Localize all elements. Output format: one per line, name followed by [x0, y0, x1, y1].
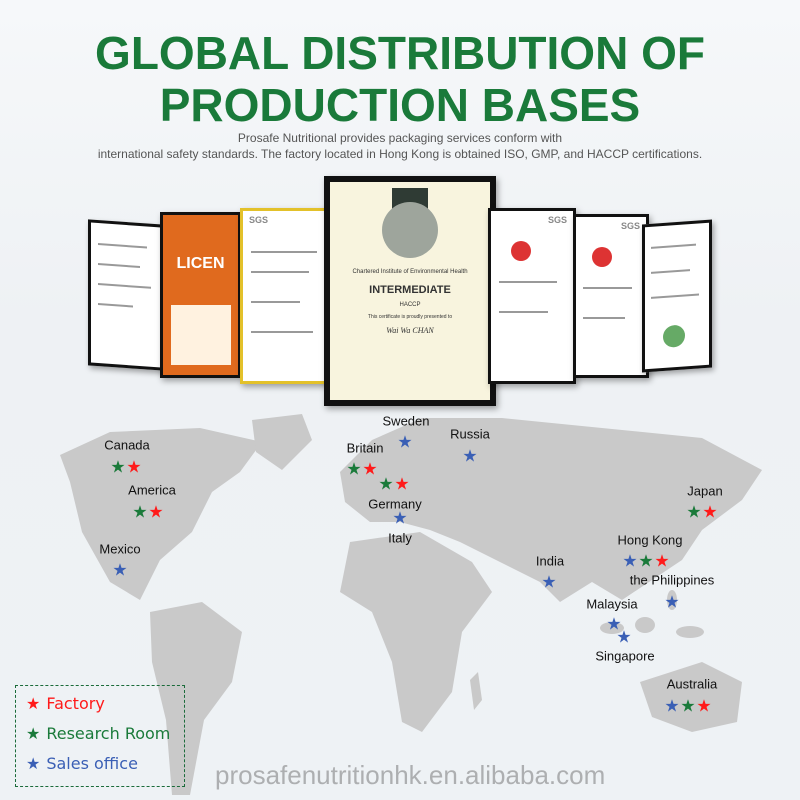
factory-star-icon: ★: [702, 502, 718, 522]
location-label-russia: Russia: [450, 426, 490, 442]
research-star-icon: ★: [110, 457, 126, 477]
sales-star-icon: ★: [616, 627, 632, 647]
certificate-recipient: Wai Wa CHAN: [386, 326, 434, 335]
north-america: [60, 428, 262, 600]
certificate-frame-sgs-1: SGS: [240, 208, 328, 384]
legend-factory: ★ Factory: [26, 694, 105, 714]
madagascar: [470, 672, 482, 710]
certificate-presented: This certificate is proudly presented to: [367, 314, 453, 320]
sgs-logo-3: SGS: [620, 221, 640, 231]
location-label-america: America: [128, 482, 176, 498]
green-star-icon: ★: [26, 724, 41, 743]
location-label-singapore: Singapore: [595, 648, 655, 664]
greenland: [252, 414, 312, 470]
watermark: prosafenutritionhk.en.alibaba.com: [215, 760, 606, 790]
sales-star-icon: ★: [392, 508, 408, 528]
legend: ★ Factory ★ Research Room ★ Sales office: [15, 685, 185, 787]
sales-star-icon: ★: [112, 560, 128, 580]
certificate-frame-sgs-2: SGS: [488, 208, 576, 384]
certificate-level: INTERMEDIATE: [369, 284, 451, 296]
eurasia: [340, 418, 762, 602]
location-label-the-philippines: the Philippines: [629, 572, 715, 588]
location-label-italy: Italy: [388, 530, 412, 546]
page-title-line2: PRODUCTION BASES: [159, 79, 641, 131]
sales-star-icon: ★: [664, 592, 680, 612]
location-label-australia: Australia: [666, 676, 718, 692]
factory-star-icon: ★: [148, 502, 164, 522]
legend-research-label: Research Room: [46, 724, 171, 743]
subtitle-line2: international safety standards. The fact…: [97, 147, 703, 161]
sales-star-icon: ★: [622, 551, 638, 571]
factory-star-icon: ★: [696, 696, 712, 716]
subtitle-line1: Prosafe Nutritional provides packaging s…: [237, 131, 563, 145]
location-label-hong-kong: Hong Kong: [617, 532, 683, 548]
australia: [640, 662, 742, 732]
sales-star-icon: ★: [462, 446, 478, 466]
location-label-britain: Britain: [346, 440, 384, 456]
location-label-canada: Canada: [104, 437, 150, 453]
legend-factory-label: Factory: [46, 694, 105, 713]
factory-star-icon: ★: [362, 459, 378, 479]
certificate-frame-licence: LICEN: [160, 212, 241, 378]
location-label-germany: Germany: [368, 496, 422, 512]
africa: [340, 532, 492, 732]
research-star-icon: ★: [680, 696, 696, 716]
location-label-sweden: Sweden: [382, 413, 430, 429]
location-label-malaysia: Malaysia: [586, 596, 638, 612]
page-title-line1: GLOBAL DISTRIBUTION OF: [95, 27, 705, 79]
sales-star-icon: ★: [606, 614, 622, 634]
sgs-logo: SGS: [249, 215, 269, 225]
certificate-frame-sgs-3: SGS: [573, 214, 649, 378]
research-star-icon: ★: [638, 551, 654, 571]
research-star-icon: ★: [346, 459, 362, 479]
certificate-haccp: Chartered Institute of Environmental Hea…: [324, 176, 496, 406]
research-star-icon: ★: [686, 502, 702, 522]
sales-star-icon: ★: [397, 432, 413, 452]
location-label-japan: Japan: [687, 483, 723, 499]
licence-text: LICEN: [176, 255, 225, 272]
factory-star-icon: ★: [126, 457, 142, 477]
south-america: [150, 602, 242, 795]
sales-star-icon: ★: [541, 572, 557, 592]
research-star-icon: ★: [378, 474, 394, 494]
sgs-logo-2: SGS: [547, 215, 567, 225]
sales-star-icon: ★: [664, 696, 680, 716]
world-map: [60, 414, 762, 795]
legend-research: ★ Research Room: [26, 724, 170, 744]
location-label-mexico: Mexico: [99, 541, 141, 557]
location-label-india: India: [535, 553, 565, 569]
legend-sales-label: Sales office: [46, 754, 138, 773]
certificate-course: HACCP: [399, 302, 421, 308]
legend-sales: ★ Sales office: [26, 754, 138, 774]
red-star-icon: ★: [26, 694, 41, 713]
seal-icon: [382, 202, 438, 258]
factory-star-icon: ★: [654, 551, 670, 571]
certificate-frame-7: [642, 219, 712, 373]
blue-star-icon: ★: [26, 754, 41, 773]
factory-star-icon: ★: [394, 474, 410, 494]
institute-name: Chartered Institute of Environmental Hea…: [352, 269, 468, 275]
certificate-frame-1: [88, 219, 164, 371]
research-star-icon: ★: [132, 502, 148, 522]
